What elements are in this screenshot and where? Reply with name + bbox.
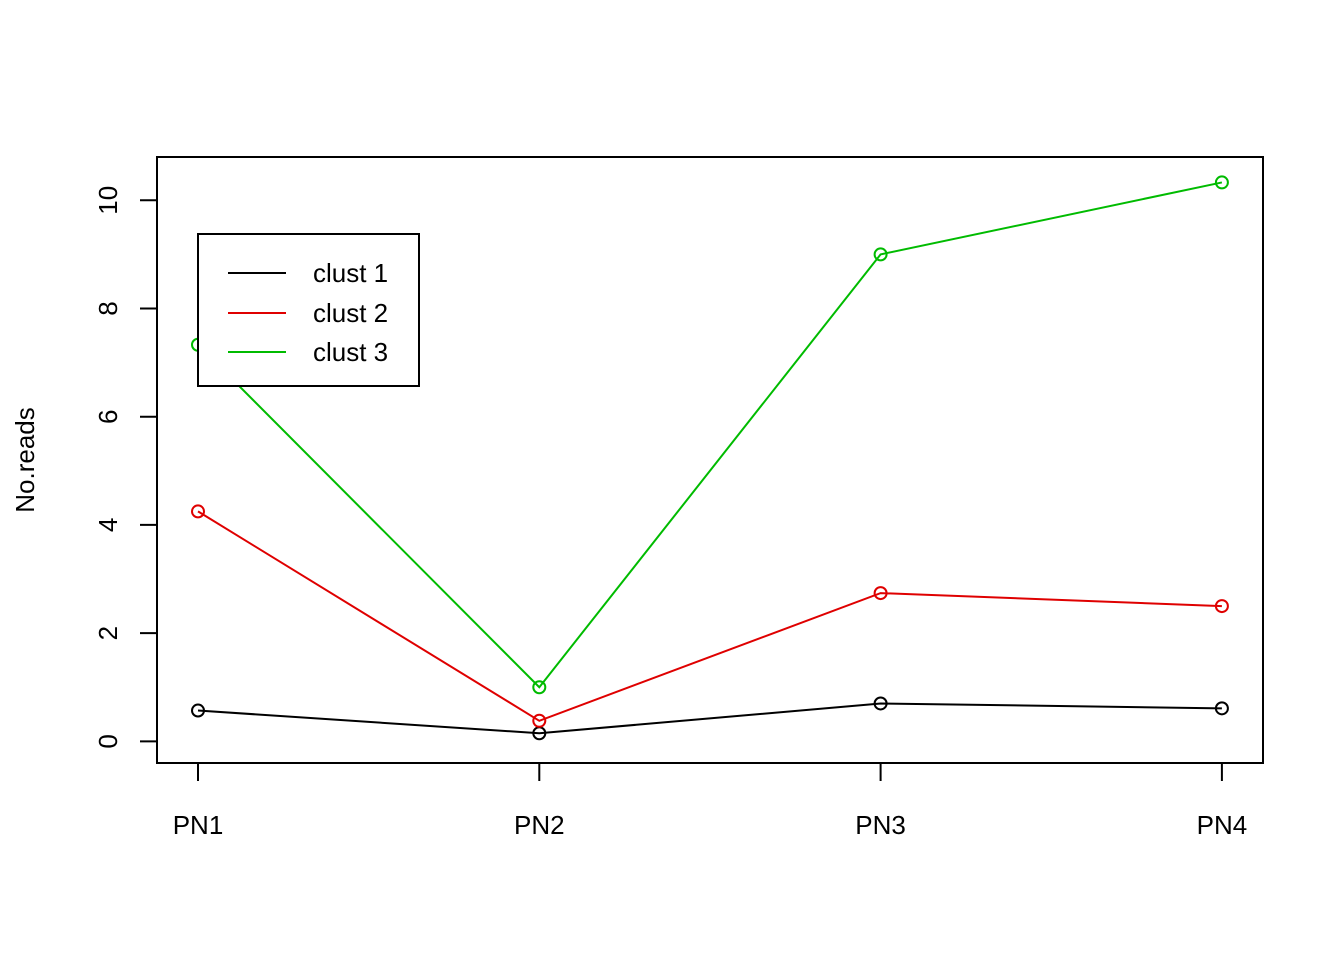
series-line [197,181,1223,689]
x-tick-label: PN4 [1197,810,1248,840]
data-point [1214,175,1229,190]
legend-label: clust 2 [313,298,388,328]
data-point [1214,599,1229,614]
series-line [197,702,1222,735]
series-layer [191,175,1229,741]
x-axis: PN1 PN2 PN3 PN4 [173,763,1247,840]
x-tick-label: PN3 [855,810,906,840]
y-tick-label: 0 [93,734,123,748]
y-axis-title: No.reads [10,407,40,513]
series-line [197,510,1222,722]
series-2 [191,504,1229,728]
data-point [873,586,888,601]
legend-label: clust 3 [313,337,388,367]
data-point [532,713,547,728]
x-tick-label: PN2 [514,810,565,840]
y-axis: 0 2 4 6 8 10 [93,186,157,749]
legend: clust 1 clust 2 clust 3 [197,233,420,387]
data-point [873,247,888,262]
y-tick-label: 2 [93,626,123,640]
data-point [191,703,205,718]
data-point [532,680,547,695]
y-tick-label: 4 [93,518,123,532]
y-tick-label: 10 [93,186,123,215]
data-point [873,696,888,711]
y-tick-label: 6 [93,409,123,423]
legend-label: clust 1 [313,258,388,288]
series-1 [191,696,1229,741]
data-point [1214,701,1229,716]
legend-box [197,233,420,387]
data-point [191,504,205,519]
plot-frame [156,156,1264,764]
y-tick-label: 8 [93,301,123,315]
x-tick-label: PN1 [173,810,224,840]
